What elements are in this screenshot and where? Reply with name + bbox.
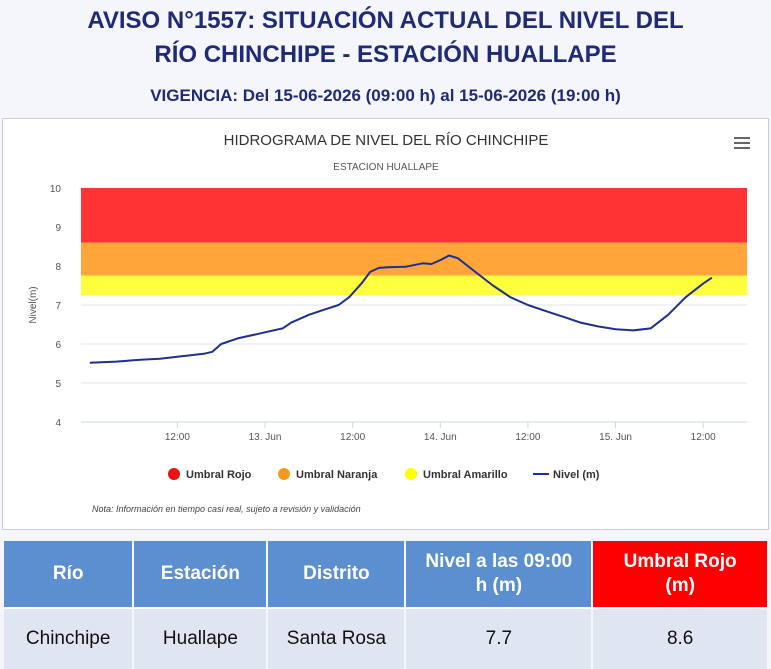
header-estacion: Estación [134,541,267,607]
y-tick-label: 5 [55,379,61,390]
header-distrito: Distrito [268,541,405,607]
header-rio: Río [4,541,133,607]
x-tick-label: 15. Jun [599,432,632,443]
level-table: Río Estación Distrito Nivel a las 09:00 … [2,541,769,669]
header-umbral-text: Umbral Rojo (m) [623,551,737,596]
legend-item: Umbral Naranja [296,469,378,481]
chart-subtitle: ESTACION HUALLAPE [333,162,439,173]
table-row: Chinchipe Huallape Santa Rosa 7.7 8.6 [4,607,767,669]
menu-icon[interactable] [734,137,750,149]
title-line-1: AVISO N°1557: SITUACIÓN ACTUAL DEL NIVEL… [87,7,684,34]
header-umbral-rojo: Umbral Rojo (m) [593,541,767,607]
x-tick-label: 12:00 [515,432,540,443]
y-tick-label: 4 [55,418,61,429]
cell-estacion: Huallape [134,607,267,669]
y-tick-label: 10 [50,184,62,195]
legend-marker [278,468,290,480]
chart-note: Nota: Información en tiempo casi real, s… [92,504,361,514]
cell-rio: Chinchipe [4,607,133,669]
x-tick-label: 13. Jun [249,432,282,443]
y-tick-label: 6 [55,340,61,351]
cell-nivel: 7.7 [406,607,592,669]
cell-distrito: Santa Rosa [268,607,405,669]
legend-item: Umbral Rojo [186,469,252,481]
threshold-band [81,188,747,243]
cell-umbral-rojo: 8.6 [593,607,767,669]
threshold-band [81,275,747,296]
x-tick-label: 14. Jun [424,432,457,443]
x-tick-label: 12:00 [165,432,190,443]
y-tick-label: 8 [55,262,61,273]
legend-item: Umbral Amarillo [423,469,508,481]
hydrograph-chart: HIDROGRAMA DE NIVEL DEL RÍO CHINCHIPE EST… [2,118,769,530]
y-tick-label: 9 [55,223,61,234]
chart-title: HIDROGRAMA DE NIVEL DEL RÍO CHINCHIPE [224,132,549,149]
title-line-2: RÍO CHINCHIPE - ESTACIÓN HUALLAPE [154,41,617,68]
y-tick-label: 7 [55,301,61,312]
table-header-row: Río Estación Distrito Nivel a las 09:00 … [4,541,767,607]
x-tick-label: 12:00 [691,432,716,443]
threshold-band [81,242,747,276]
page-title: AVISO N°1557: SITUACIÓN ACTUAL DEL NIVEL… [0,4,771,72]
y-axis-label: Nivel(m) [28,286,39,323]
chart-svg: HIDROGRAMA DE NIVEL DEL RÍO CHINCHIPE EST… [28,132,747,514]
legend-marker [168,468,180,480]
legend-marker [405,468,417,480]
header-nivel-text: Nivel a las 09:00 h (m) [425,551,573,596]
x-tick-label: 12:00 [340,432,365,443]
legend-item: Nivel (m) [553,469,600,481]
header-nivel: Nivel a las 09:00 h (m) [406,541,592,607]
vigencia-text: VIGENCIA: Del 15-06-2026 (09:00 h) al 15… [150,86,621,105]
series-line-nivel [89,254,713,364]
